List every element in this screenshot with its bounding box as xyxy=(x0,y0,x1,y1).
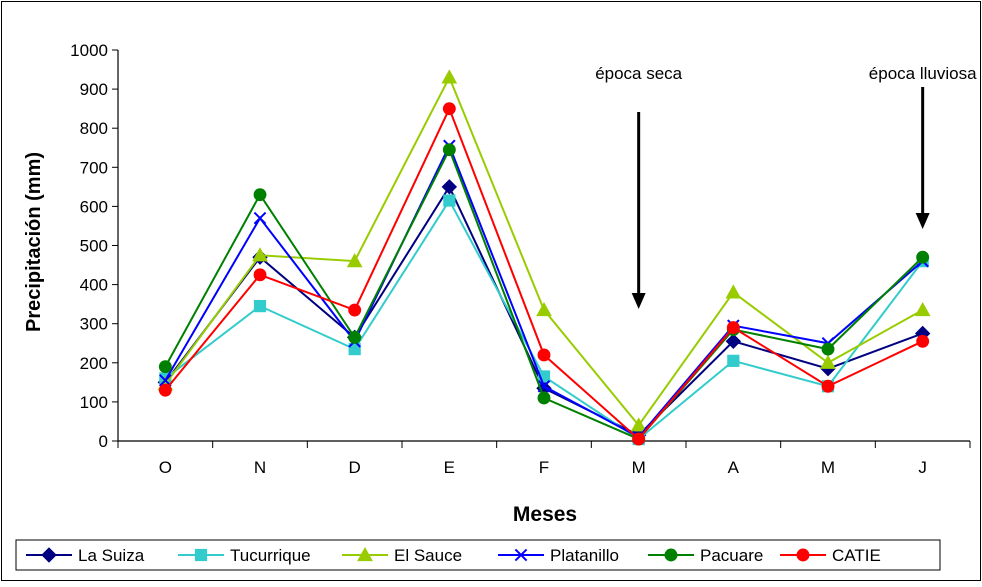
data-point-el-sauce xyxy=(914,301,931,317)
data-point-pacuare xyxy=(348,330,362,344)
data-point-catie xyxy=(537,348,551,362)
x-tick-label: J xyxy=(918,458,927,477)
data-point-pacuare xyxy=(821,342,835,356)
legend-label: El Sauce xyxy=(394,546,462,565)
data-point-platanillo-stroke xyxy=(159,374,172,387)
legend-marker xyxy=(357,546,373,562)
data-point-el-sauce xyxy=(820,354,836,369)
data-point-el-sauce xyxy=(346,253,363,268)
data-point-catie xyxy=(726,321,740,335)
data-point-platanillo-stroke xyxy=(253,211,267,225)
data-point-catie xyxy=(632,432,646,446)
data-point-tucurrique xyxy=(443,194,456,207)
annotation-arrow-head xyxy=(631,293,646,309)
data-point-el-sauce xyxy=(441,69,458,84)
y-tick-label: 500 xyxy=(80,237,108,256)
data-point-la-suiza xyxy=(725,333,742,350)
data-point-catie xyxy=(821,379,835,393)
y-tick-label: 1000 xyxy=(70,41,108,60)
data-point-tucurrique xyxy=(727,354,740,367)
legend-marker xyxy=(194,548,208,562)
data-point-pacuare xyxy=(158,360,172,374)
y-tick-label: 0 xyxy=(99,432,108,451)
data-point-la-suiza xyxy=(441,179,458,195)
y-tick-label: 800 xyxy=(80,119,108,138)
data-point-catie xyxy=(253,268,267,282)
y-tick-label: 900 xyxy=(80,80,108,99)
x-tick-label: E xyxy=(444,458,455,477)
legend-label: Platanillo xyxy=(550,546,619,565)
data-point-catie xyxy=(158,383,172,397)
y-axis-title: Precipitación (mm) xyxy=(23,152,45,332)
x-tick-label: N xyxy=(254,458,266,477)
series-catie xyxy=(158,102,930,446)
data-point-el-sauce xyxy=(536,301,552,317)
legend-item-pacuare: Pacuare xyxy=(648,546,763,565)
data-point-pacuare xyxy=(442,143,456,157)
legend-item-la-suiza: La Suiza xyxy=(26,546,145,565)
x-tick-label: M xyxy=(821,458,835,477)
legend-label: La Suiza xyxy=(78,546,145,565)
data-point-pacuare xyxy=(916,250,930,264)
data-point-pacuare xyxy=(253,188,267,202)
x-tick-label: A xyxy=(728,458,740,477)
legend-item-el-sauce: El Sauce xyxy=(342,546,462,565)
legend-marker xyxy=(514,548,528,562)
annotation-label: época seca xyxy=(595,64,682,83)
y-tick-label: 600 xyxy=(80,197,108,216)
data-point-el-sauce xyxy=(630,417,647,432)
y-tick-label: 100 xyxy=(80,393,108,412)
data-point-el-sauce xyxy=(252,247,268,262)
data-point-tucurrique xyxy=(253,300,267,313)
x-tick-label: M xyxy=(632,458,646,477)
data-point-pacuare xyxy=(537,391,551,405)
x-tick-label: O xyxy=(159,458,172,477)
x-tick-label: F xyxy=(539,458,549,477)
data-point-platanillo xyxy=(253,211,267,225)
y-tick-label: 700 xyxy=(80,158,108,177)
data-point-catie xyxy=(916,334,930,348)
x-tick-label: D xyxy=(349,458,361,477)
legend-marker-stroke xyxy=(514,548,528,562)
y-tick-label: 300 xyxy=(80,315,108,334)
legend-label: Tucurrique xyxy=(230,546,311,565)
legend-marker xyxy=(664,548,678,562)
data-point-tucurrique xyxy=(537,370,551,383)
data-point-catie xyxy=(442,102,456,116)
y-tick-label: 200 xyxy=(80,354,108,373)
legend-item-tucurrique: Tucurrique xyxy=(178,546,311,565)
legend-item-catie: CATIE xyxy=(780,546,881,565)
data-point-el-sauce xyxy=(725,284,742,299)
annotation-arrow-head xyxy=(915,213,930,229)
x-axis-title: Meses xyxy=(513,503,577,526)
legend-marker xyxy=(796,548,810,562)
legend-label: Pacuare xyxy=(700,546,763,565)
legend-label: CATIE xyxy=(832,546,881,565)
annotation-label: época lluviosa xyxy=(869,64,977,83)
legend-item-platanillo: Platanillo xyxy=(498,546,619,565)
y-tick-label: 400 xyxy=(80,276,108,295)
legend-marker xyxy=(41,547,57,563)
data-point-catie xyxy=(348,303,362,317)
